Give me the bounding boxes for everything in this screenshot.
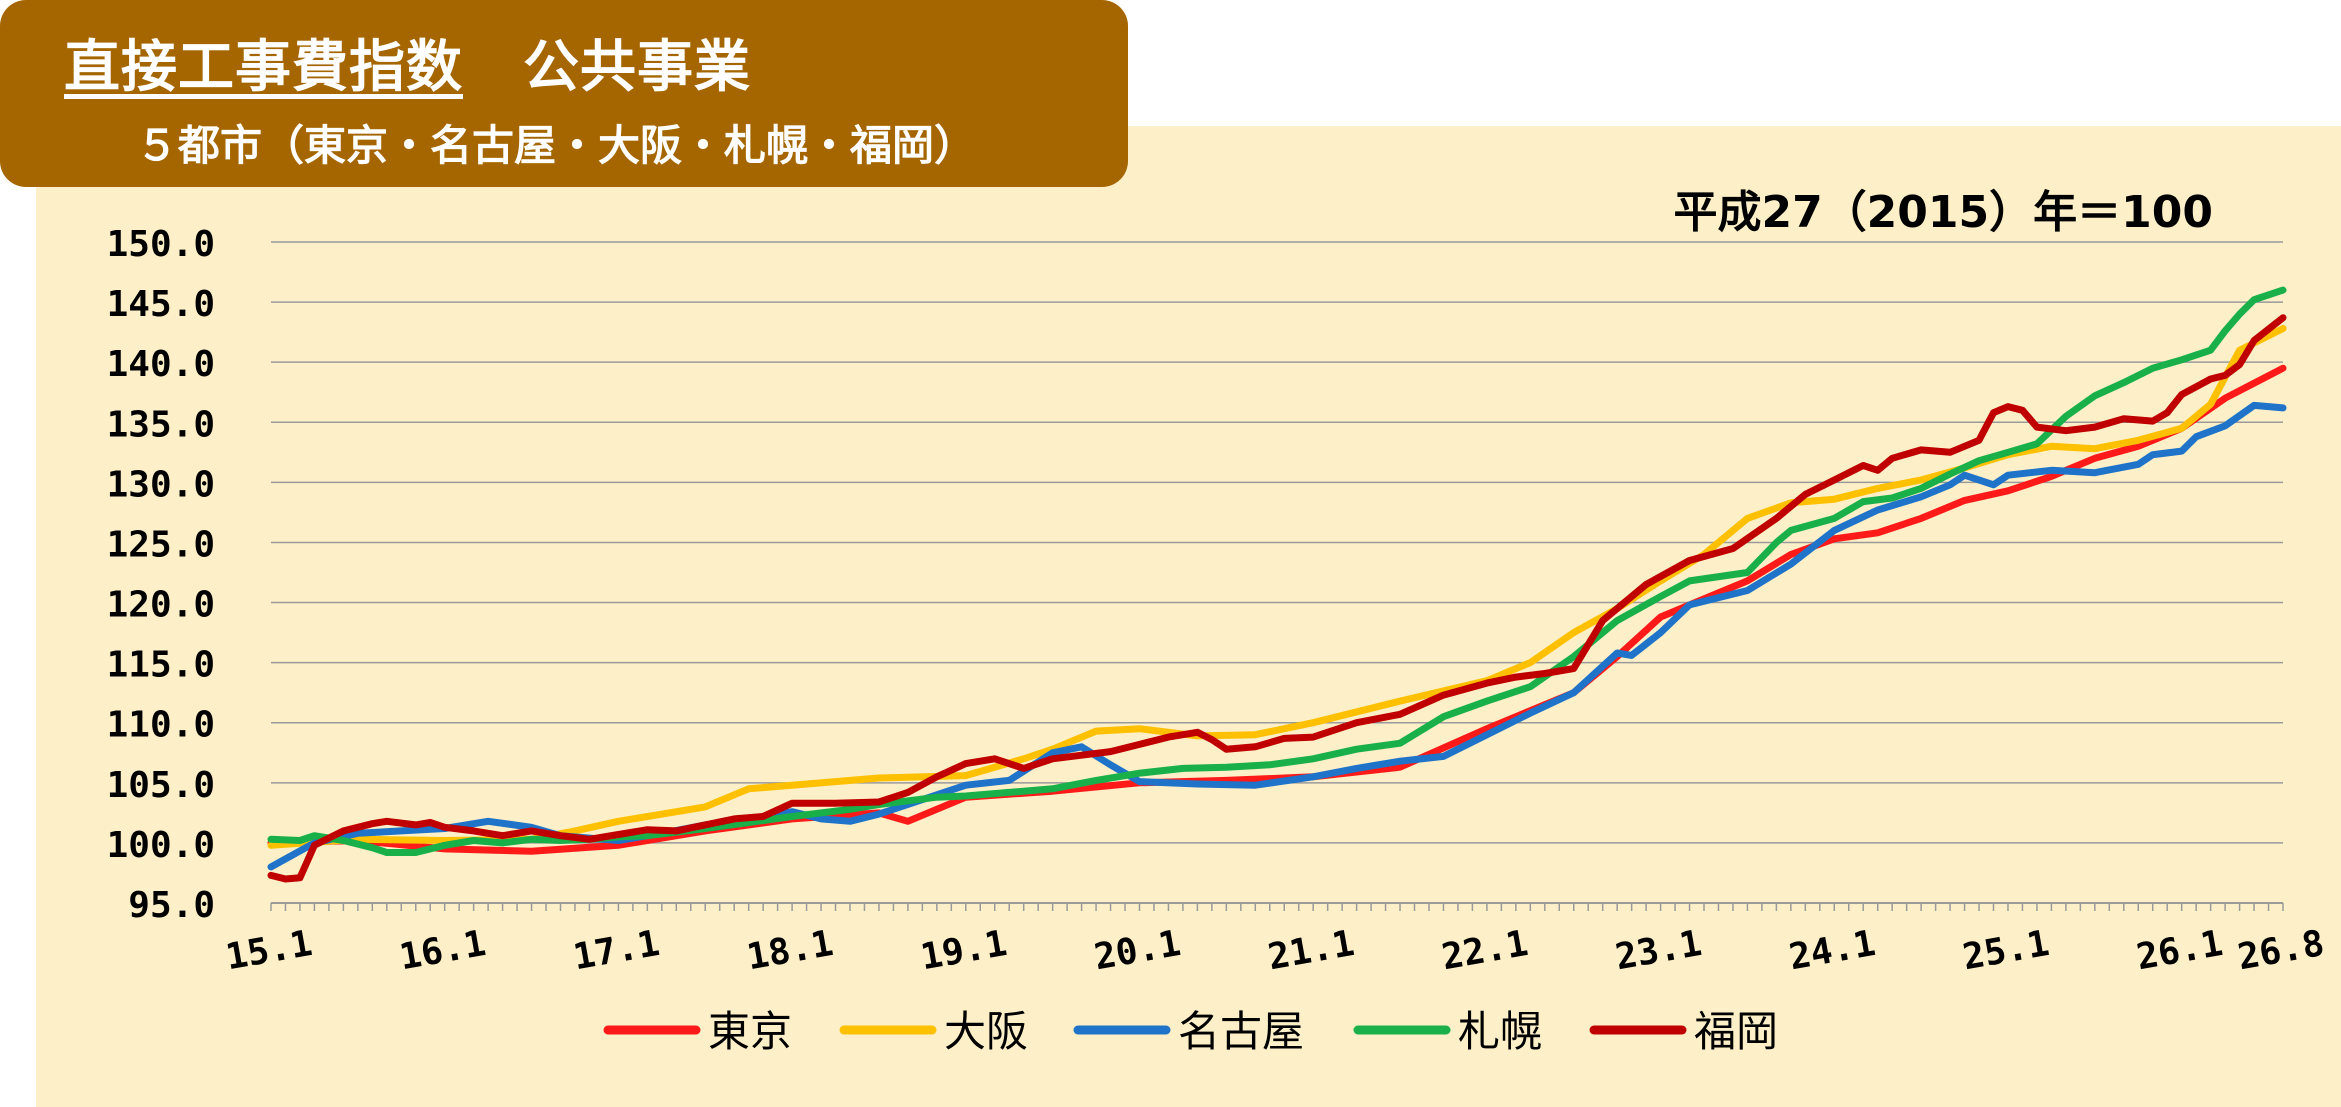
gridlines bbox=[271, 241, 2283, 904]
x-tick-label: 15.1 bbox=[223, 923, 316, 978]
series-line-大阪 bbox=[267, 325, 2287, 849]
base-year-note: 平成27（2015）年＝100 bbox=[1673, 187, 2213, 238]
y-tick-label: 120.0 bbox=[107, 585, 215, 626]
series-line-福岡 bbox=[267, 314, 2287, 883]
y-tick-label: 105.0 bbox=[107, 765, 215, 806]
y-tick-label: 145.0 bbox=[107, 284, 215, 325]
y-tick-label: 125.0 bbox=[107, 524, 215, 565]
y-axis-ticks: 95.0 100.0 105.0 110.0 115.0 120.0 125.0 130.0 1… bbox=[107, 224, 215, 926]
x-tick-label: 16.1 bbox=[396, 923, 489, 978]
legend-label: 大阪 bbox=[944, 1007, 1028, 1056]
x-axis bbox=[270, 902, 2284, 911]
x-tick-label: 22.1 bbox=[1439, 923, 1532, 978]
x-tick-label: 20.1 bbox=[1091, 923, 1184, 978]
chart-subtitle: ５都市（東京・名古屋・大阪・札幌・福岡） bbox=[136, 121, 977, 170]
y-tick-label: 130.0 bbox=[107, 464, 215, 505]
x-tick-label: 26.1 bbox=[2133, 923, 2226, 978]
x-tick-label: 25.1 bbox=[1960, 923, 2053, 978]
x-tick-label: 23.1 bbox=[1612, 923, 1705, 978]
y-tick-label: 95.0 bbox=[128, 885, 215, 926]
chart-panel bbox=[36, 126, 2341, 1107]
title-line: 直接工事費指数 公共事業 bbox=[64, 22, 751, 103]
x-axis-labels: 15.1 16.1 17.1 18.1 19.1 20.1 21.1 22.1 23.1 24.1… bbox=[223, 923, 2328, 978]
y-tick-label: 135.0 bbox=[107, 404, 215, 445]
legend-label: 東京 bbox=[708, 1007, 792, 1056]
x-tick-label: 19.1 bbox=[918, 923, 1011, 978]
y-tick-label: 110.0 bbox=[107, 705, 215, 746]
y-tick-label: 150.0 bbox=[107, 224, 215, 265]
x-tick-label: 24.1 bbox=[1786, 923, 1879, 978]
legend-label: 福岡 bbox=[1694, 1007, 1778, 1056]
chart-category: 公共事業 bbox=[523, 35, 751, 100]
x-tick-label: 18.1 bbox=[744, 923, 837, 978]
x-tick-label: 17.1 bbox=[570, 923, 663, 978]
legend: 東京 大阪 名古屋 札幌 福岡 bbox=[603, 1007, 1778, 1056]
legend-label: 札幌 bbox=[1458, 1007, 1542, 1056]
title-box: 直接工事費指数 公共事業 ５都市（東京・名古屋・大阪・札幌・福岡） bbox=[0, 0, 1128, 187]
y-tick-label: 100.0 bbox=[107, 825, 215, 866]
chart-title: 直接工事費指数 bbox=[64, 35, 463, 100]
series-lines bbox=[267, 286, 2287, 883]
legend-label: 名古屋 bbox=[1178, 1007, 1304, 1056]
y-tick-label: 115.0 bbox=[107, 645, 215, 686]
y-tick-label: 140.0 bbox=[107, 344, 215, 385]
x-tick-label: 21.1 bbox=[1265, 923, 1358, 978]
series-line-札幌 bbox=[267, 286, 2287, 856]
series-line-名古屋 bbox=[267, 401, 2287, 871]
x-tick-label: 26.8 bbox=[2235, 923, 2328, 978]
